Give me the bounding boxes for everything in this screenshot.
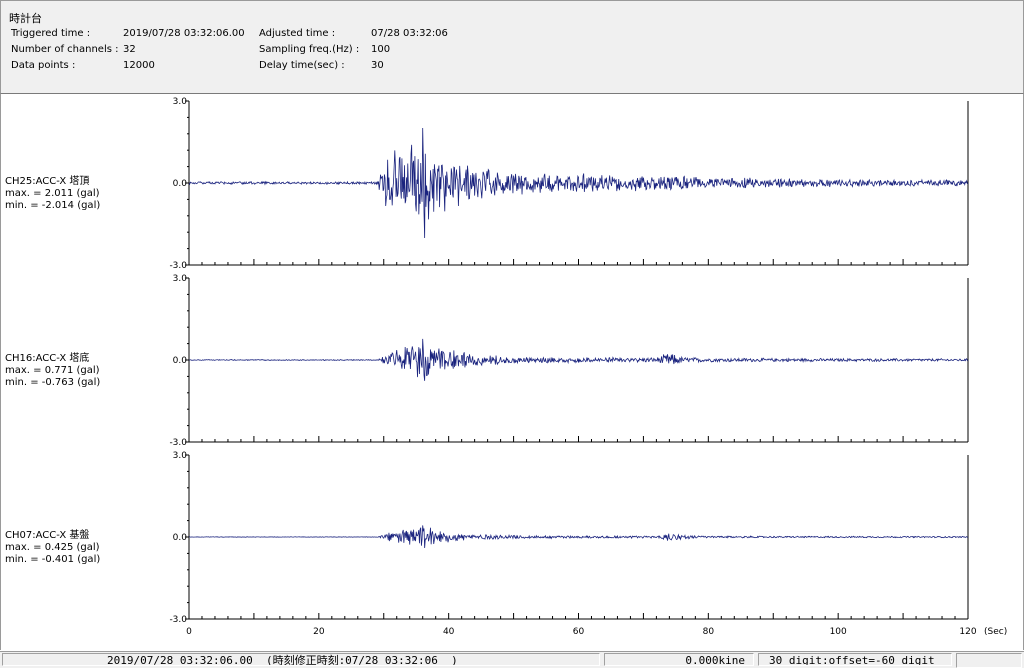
channel-label-ch16: CH16:ACC-X 塔底 max. = 0.771 (gal) min. = …	[5, 353, 100, 389]
channel-label-ch25: CH25:ACC-X 塔頂 max. = 2.011 (gal) min. = …	[5, 176, 100, 212]
channel-min: min. = -0.401 (gal)	[5, 554, 101, 565]
header-info-panel: 時計台 Triggered time : 2019/07/28 03:32:06…	[0, 0, 1024, 94]
y-tick-label: 0.0	[173, 533, 188, 543]
y-tick-label: 3.0	[173, 451, 188, 461]
channel-name: CH25:ACC-X 塔頂	[5, 176, 90, 187]
status-velocity-pane: 0.000kine	[604, 653, 754, 666]
channel-label-ch07: CH07:ACC-X 基盤 max. = 0.425 (gal) min. = …	[5, 530, 100, 566]
adjusted-time-label: Adjusted time :	[259, 28, 336, 39]
waveform-plot-area[interactable]: 3.0 0.0 -3.0 3.0 0.0 -3.0 3.0 0.0 -3.0 0 20 40 60 80 1…	[0, 94, 1024, 650]
delay-time-value: 30	[371, 60, 384, 71]
channel-name: CH16:ACC-X 塔底	[5, 353, 90, 364]
channel-count-label: Number of channels :	[11, 44, 119, 55]
data-points-label: Data points :	[11, 60, 76, 71]
y-tick-label: 3.0	[173, 97, 188, 107]
delay-time-label: Delay time(sec) :	[259, 60, 345, 71]
status-bar: 2019/07/28 03:32:06.00 (時刻修正時刻:07/28 03:…	[0, 651, 1024, 668]
waveform-line	[188, 128, 969, 239]
x-tick-label: 100	[830, 627, 847, 637]
channel-count-value: 32	[123, 44, 136, 55]
y-tick-label: -3.0	[169, 261, 187, 271]
channel-min: min. = -0.763 (gal)	[5, 377, 101, 388]
y-tick-label: 3.0	[173, 274, 188, 284]
sampling-freq-label: Sampling freq.(Hz) :	[259, 44, 360, 55]
adjusted-time-value: 07/28 03:32:06	[371, 28, 448, 39]
x-tick-label: 80	[703, 627, 715, 637]
status-time-pane: 2019/07/28 03:32:06.00 (時刻修正時刻:07/28 03:…	[2, 653, 600, 666]
channel-max: max. = 2.011 (gal)	[5, 188, 100, 199]
x-tick-label: 0	[186, 627, 192, 637]
y-tick-label: 0.0	[173, 356, 188, 366]
channel-min: min. = -2.014 (gal)	[5, 200, 101, 211]
x-tick-label: 20	[313, 627, 325, 637]
waveform-line	[188, 525, 969, 548]
y-tick-label: -3.0	[169, 615, 187, 625]
sampling-freq-value: 100	[371, 44, 391, 55]
y-tick-label: 0.0	[173, 179, 188, 189]
triggered-time-label: Triggered time :	[11, 28, 91, 39]
waveform-line	[189, 338, 969, 381]
status-extra-pane	[956, 653, 1022, 668]
status-offset-pane: 30 digit:offset=-60 digit	[758, 653, 952, 666]
x-tick-label: 60	[573, 627, 585, 637]
channel-max: max. = 0.771 (gal)	[5, 365, 100, 376]
channel-max: max. = 0.425 (gal)	[5, 542, 100, 553]
x-tick-label: 40	[443, 627, 455, 637]
channel-name: CH07:ACC-X 基盤	[5, 530, 90, 541]
y-tick-label: -3.0	[169, 438, 187, 448]
triggered-time-value: 2019/07/28 03:32:06.00	[123, 28, 245, 39]
data-points-value: 12000	[123, 60, 155, 71]
x-axis-unit-label: (Sec)	[984, 627, 1007, 637]
window-title: 時計台	[9, 12, 42, 25]
x-tick-label: 120	[959, 627, 976, 637]
waveform-chart: 3.0 0.0 -3.0 3.0 0.0 -3.0 3.0 0.0 -3.0 0 20 40 60 80 1…	[169, 97, 1007, 637]
